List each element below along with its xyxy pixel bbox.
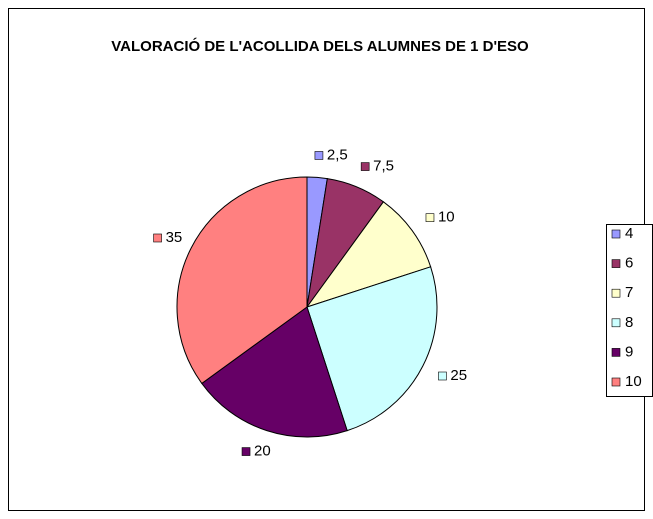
- chart-title: VALORACIÓ DE L'ACOLLIDA DELS ALUMNES DE …: [111, 38, 529, 55]
- legend-key: [611, 259, 621, 268]
- legend-label: 4: [625, 225, 633, 242]
- data-label-key: [438, 371, 447, 381]
- legend-key: [611, 318, 621, 328]
- legend-label: 10: [625, 373, 642, 390]
- data-label-key: [241, 447, 251, 456]
- legend-key: [611, 229, 621, 239]
- legend-label: 7: [625, 284, 633, 301]
- pie-slice: [306, 266, 438, 432]
- data-label: 35: [166, 229, 183, 246]
- pie-slice: [176, 176, 308, 385]
- data-label: 7,5: [373, 158, 394, 175]
- pie-slice: [305, 201, 432, 308]
- data-label-key: [360, 162, 370, 171]
- legend-label: 9: [625, 343, 633, 360]
- legend-key: [611, 348, 621, 357]
- data-label-key: [153, 233, 162, 243]
- legend-box: [606, 224, 653, 397]
- data-label: 20: [254, 443, 271, 460]
- pie-slice: [201, 306, 348, 438]
- data-label: 25: [450, 367, 467, 384]
- data-label: 2,5: [327, 146, 348, 163]
- legend-label: 6: [625, 255, 633, 272]
- data-label: 10: [438, 209, 455, 226]
- legend-key: [611, 377, 621, 387]
- legend-label: 8: [625, 314, 633, 331]
- data-label-key: [314, 151, 324, 160]
- data-label-key: [425, 213, 435, 222]
- legend-key: [611, 288, 621, 298]
